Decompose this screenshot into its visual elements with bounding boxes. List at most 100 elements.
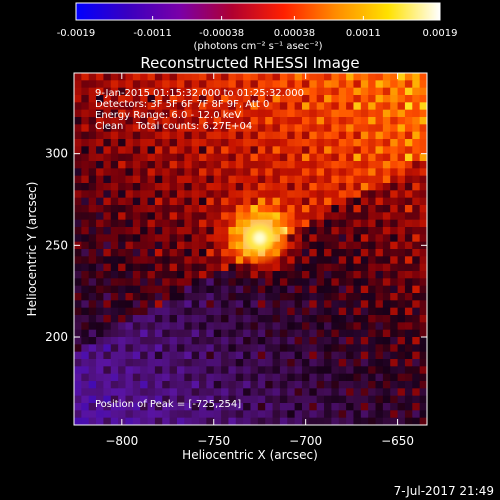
heatmap-cell — [375, 212, 384, 221]
heatmap-cell — [199, 168, 207, 177]
heatmap-cell — [412, 315, 421, 323]
heatmap-cell — [154, 168, 163, 177]
heatmap-cell — [81, 329, 90, 338]
heatmap-cell — [206, 263, 215, 272]
heatmap-cell — [184, 146, 193, 155]
heatmap-cell — [81, 249, 90, 257]
heatmap-cell — [390, 344, 399, 353]
heatmap-cell — [346, 197, 355, 206]
heatmap-cell — [96, 161, 105, 169]
heatmap-cell — [331, 337, 340, 345]
heatmap-cell — [213, 153, 222, 162]
heatmap-cell — [360, 249, 369, 257]
heatmap-cell — [118, 322, 127, 331]
heatmap-cell — [191, 344, 200, 353]
heatmap-cell — [235, 95, 244, 103]
heatmap-cell — [331, 212, 340, 221]
heatmap-cell — [191, 388, 200, 397]
heatmap-cell — [250, 271, 259, 279]
heatmap-cell — [397, 293, 406, 301]
heatmap-cell — [206, 329, 215, 338]
heatmap-cell — [338, 344, 347, 353]
heatmap-cell — [184, 344, 193, 353]
heatmap-cell — [265, 161, 274, 169]
heatmap-cell — [412, 102, 421, 111]
heatmap-cell — [419, 131, 427, 140]
heatmap-cell — [140, 197, 149, 206]
heatmap-cell — [368, 212, 377, 221]
heatmap-cell — [228, 131, 237, 140]
heatmap-cell — [206, 307, 215, 316]
heatmap-cell — [316, 95, 325, 103]
heatmap-cell — [184, 395, 193, 404]
heatmap-cell — [110, 381, 119, 389]
heatmap-cell — [301, 102, 310, 111]
heatmap-cell — [132, 168, 141, 177]
heatmap-cell — [162, 234, 171, 243]
heatmap-cell — [199, 366, 207, 375]
heatmap-cell — [162, 388, 171, 397]
heatmap-cell — [412, 109, 421, 118]
heatmap-cell — [221, 351, 230, 360]
heatmap-cell — [169, 109, 178, 118]
heatmap-cell — [140, 161, 149, 169]
heatmap-cell — [316, 359, 325, 367]
heatmap-cell — [412, 234, 421, 243]
heatmap-cell — [154, 278, 163, 287]
heatmap-cell — [316, 307, 325, 316]
heatmap-cell — [353, 212, 362, 221]
heatmap-cell — [125, 388, 134, 397]
heatmap-cell — [294, 109, 303, 118]
heatmap-cell — [309, 197, 318, 206]
heatmap-cell — [176, 263, 185, 272]
heatmap-cell — [88, 322, 97, 331]
heatmap-cell — [162, 249, 171, 257]
heatmap-cell — [154, 373, 163, 382]
heatmap-cell — [96, 197, 105, 206]
heatmap-cell — [301, 131, 310, 140]
heatmap-cell — [309, 212, 318, 221]
heatmap-cell — [309, 344, 318, 353]
heatmap-cell — [360, 322, 369, 331]
heatmap-cell — [294, 337, 303, 345]
heatmap-cell — [294, 351, 303, 360]
heatmap-cell — [353, 256, 362, 265]
heatmap-cell — [221, 329, 230, 338]
heatmap-cell — [228, 278, 237, 287]
heatmap-cell — [324, 205, 332, 213]
heatmap-cell — [360, 153, 369, 162]
heatmap-cell — [301, 80, 310, 89]
heatmap-cell — [96, 80, 105, 89]
heatmap-cell — [147, 278, 156, 287]
heatmap-cell — [191, 124, 200, 133]
heatmap-cell — [368, 381, 377, 389]
heatmap-cell — [346, 403, 355, 411]
heatmap-cell — [272, 109, 281, 118]
heatmap-cell — [309, 359, 318, 367]
heatmap-cell — [147, 161, 156, 169]
heatmap-cell — [397, 285, 406, 294]
heatmap-cell — [96, 256, 105, 265]
heatmap-cell — [118, 146, 127, 155]
heatmap-cell — [140, 117, 149, 125]
heatmap-cell — [360, 307, 369, 316]
heatmap-cell — [88, 395, 97, 404]
heatmap-cell — [213, 139, 222, 147]
heatmap-cell — [191, 73, 200, 81]
heatmap-cell — [213, 87, 222, 96]
heatmap-cell — [338, 417, 347, 425]
heatmap-cell — [331, 329, 340, 338]
heatmap-cell — [125, 219, 134, 228]
heatmap-cell — [81, 271, 90, 279]
heatmap-cell — [118, 153, 127, 162]
heatmap-cell — [272, 351, 281, 360]
heatmap-cell — [154, 359, 163, 367]
heatmap-cell — [360, 234, 369, 243]
heatmap-cell — [412, 131, 421, 140]
heatmap-cell — [184, 219, 193, 228]
heatmap-cell — [375, 417, 384, 425]
heatmap-cell — [206, 161, 215, 169]
heatmap-cell — [140, 263, 149, 272]
heatmap-cell — [397, 227, 406, 235]
heatmap-cell — [390, 263, 399, 272]
